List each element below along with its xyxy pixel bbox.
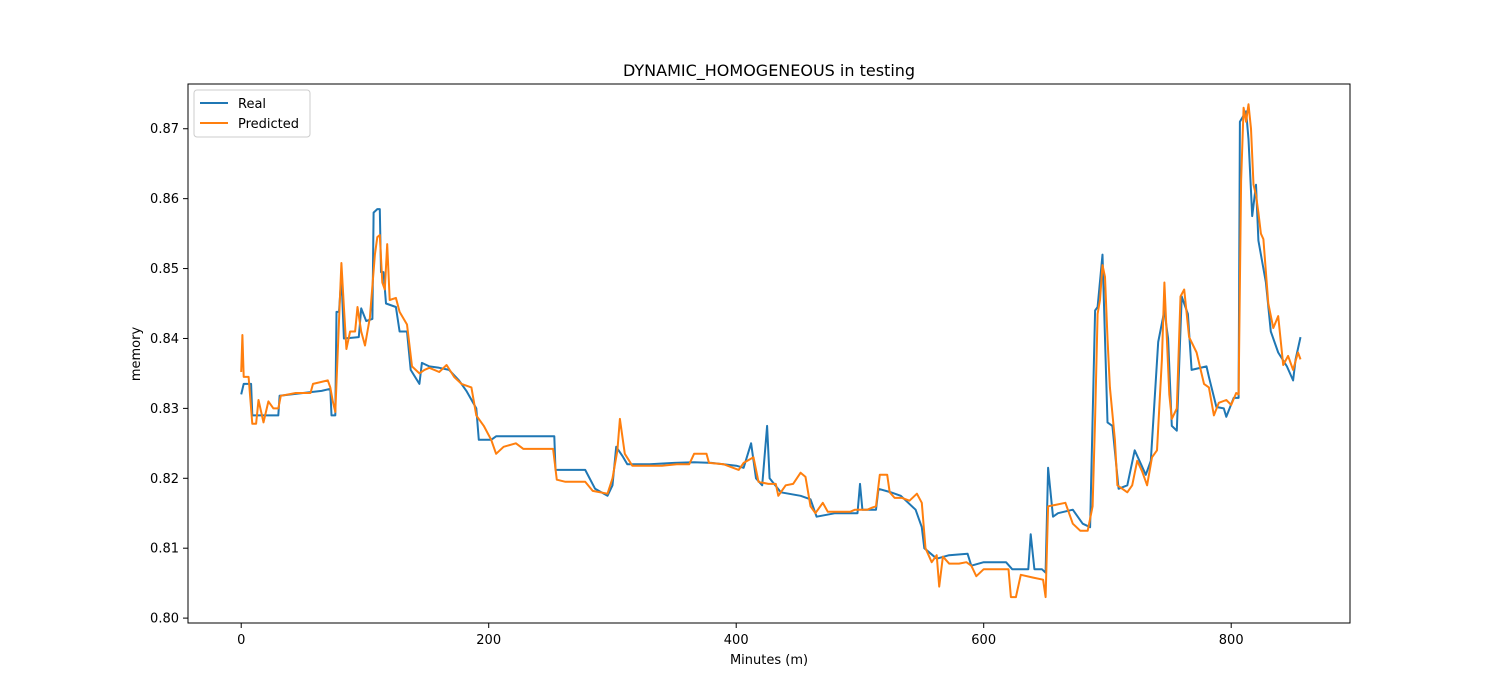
x-axis-label: Minutes (m) xyxy=(730,653,808,668)
y-tick-label: 0.83 xyxy=(150,402,179,417)
legend-predicted-label: Predicted xyxy=(238,117,299,132)
plot-frame xyxy=(187,83,1351,624)
y-tick-label: 0.84 xyxy=(150,332,179,347)
legend-box xyxy=(193,89,311,138)
y-tick-label: 0.81 xyxy=(150,542,179,557)
y-tick-label: 0.86 xyxy=(150,192,179,207)
y-tick-label: 0.85 xyxy=(150,262,179,277)
y-axis-label: memory xyxy=(129,327,144,382)
series-line-predicted xyxy=(240,103,1302,599)
x-tick-label: 200 xyxy=(476,633,501,648)
legend-real-label: Real xyxy=(238,97,266,112)
series-layer xyxy=(240,103,1302,599)
x-tick-label: 600 xyxy=(971,633,996,648)
y-tick-label: 0.82 xyxy=(150,472,179,487)
x-tick-label: 0 xyxy=(237,633,245,648)
x-tick-label: 400 xyxy=(724,633,749,648)
legend: Real Predicted xyxy=(193,89,311,138)
y-tick-label: 0.87 xyxy=(150,122,179,137)
chart-title: DYNAMIC_HOMOGENEOUS in testing xyxy=(623,61,915,81)
x-axis-ticks: 0 200 400 600 800 xyxy=(237,623,1244,648)
x-tick-label: 800 xyxy=(1219,633,1244,648)
y-tick-label: 0.80 xyxy=(150,612,179,627)
y-axis-ticks: 0.80 0.81 0.82 0.83 0.84 0.85 0.86 0.87 xyxy=(150,122,188,627)
